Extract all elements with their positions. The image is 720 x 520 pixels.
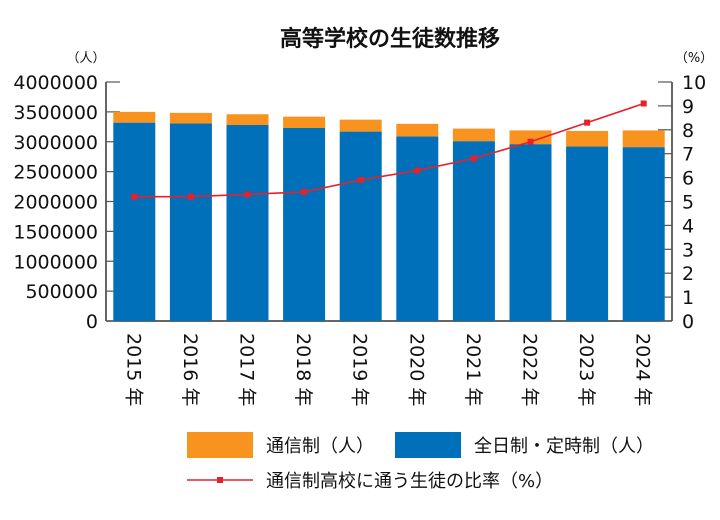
left-tick-label: 3500000 bbox=[13, 102, 98, 124]
bar-fulltime bbox=[396, 136, 439, 321]
legend-label-ratio: 通信制高校に通う生徒の比率（%） bbox=[266, 471, 553, 492]
ratio-marker bbox=[640, 100, 647, 107]
bar-correspondence bbox=[396, 123, 439, 137]
ratio-line bbox=[134, 102, 644, 198]
right-tick-label: 7 bbox=[682, 144, 694, 166]
bar-correspondence bbox=[622, 130, 665, 148]
bar-correspondence bbox=[452, 128, 495, 142]
ratio-marker bbox=[527, 138, 534, 145]
legend-swatch-correspondence bbox=[187, 432, 253, 458]
legend-swatch-fulltime bbox=[395, 432, 461, 458]
ratio-marker bbox=[584, 119, 591, 126]
bar-fulltime bbox=[509, 144, 552, 321]
ratio-marker bbox=[187, 193, 194, 200]
right-tick-label: 4 bbox=[682, 215, 694, 237]
legend-swatch-ratio-marker bbox=[217, 477, 223, 483]
left-tick-label: 0 bbox=[86, 311, 98, 333]
left-tick-label: 1500000 bbox=[13, 221, 98, 243]
right-tick-label: 5 bbox=[682, 192, 694, 214]
ratio-marker bbox=[470, 155, 477, 162]
x-tick-label: 2023 年 bbox=[575, 333, 597, 406]
ratio-marker bbox=[131, 193, 138, 200]
bar-correspondence bbox=[169, 112, 212, 124]
right-tick-label: 2 bbox=[682, 263, 694, 285]
right-tick-label: 9 bbox=[682, 96, 694, 118]
ratio-marker bbox=[244, 191, 251, 198]
right-tick-label: 8 bbox=[682, 120, 694, 142]
x-tick-label: 2024 年 bbox=[632, 333, 654, 406]
ratio-marker bbox=[414, 167, 421, 174]
ratio-marker bbox=[301, 188, 308, 195]
bar-correspondence bbox=[283, 116, 326, 129]
left-tick-label: 500000 bbox=[25, 281, 98, 303]
x-tick-label: 2022 年 bbox=[519, 333, 541, 406]
x-tick-label: 2016 年 bbox=[179, 333, 201, 406]
x-tick-label: 2019 年 bbox=[349, 333, 371, 406]
left-tick-label: 1000000 bbox=[13, 251, 98, 273]
right-tick-label: 1 bbox=[682, 287, 694, 309]
bar-fulltime bbox=[113, 122, 156, 321]
x-tick-label: 2021 年 bbox=[462, 333, 484, 406]
left-tick-label: 4000000 bbox=[13, 72, 98, 94]
legend-label-correspondence: 通信制（人） bbox=[266, 436, 374, 457]
left-axis-unit: （人） bbox=[66, 51, 105, 66]
legend-label-fulltime: 全日制・定時制（人） bbox=[474, 436, 654, 457]
bar-fulltime bbox=[566, 146, 609, 321]
bar-fulltime bbox=[283, 128, 326, 321]
left-tick-label: 2000000 bbox=[13, 192, 98, 214]
bar-correspondence bbox=[339, 119, 382, 132]
bar-fulltime bbox=[452, 141, 495, 321]
x-tick-label: 2015 年 bbox=[122, 333, 144, 406]
right-tick-label: 10 bbox=[682, 72, 706, 94]
bar-fulltime bbox=[339, 131, 382, 321]
bar-fulltime bbox=[226, 125, 269, 322]
bar-correspondence bbox=[226, 114, 269, 126]
bar-fulltime bbox=[622, 147, 665, 321]
right-tick-label: 6 bbox=[682, 168, 694, 190]
bar-correspondence bbox=[566, 130, 609, 147]
right-tick-label: 0 bbox=[682, 311, 694, 333]
left-tick-label: 3000000 bbox=[13, 132, 98, 154]
ratio-marker bbox=[357, 176, 364, 183]
bar-fulltime bbox=[169, 123, 212, 322]
x-tick-label: 2018 年 bbox=[292, 333, 314, 406]
x-tick-label: 2020 年 bbox=[405, 333, 427, 406]
bar-correspondence bbox=[113, 111, 156, 123]
right-axis-unit: （%） bbox=[675, 51, 713, 66]
right-tick-label: 3 bbox=[682, 239, 694, 261]
left-tick-label: 2500000 bbox=[13, 162, 98, 184]
chart-title: 高等学校の生徒数推移 bbox=[280, 26, 500, 52]
x-tick-label: 2017 年 bbox=[236, 333, 258, 406]
bar-correspondence bbox=[509, 130, 552, 145]
